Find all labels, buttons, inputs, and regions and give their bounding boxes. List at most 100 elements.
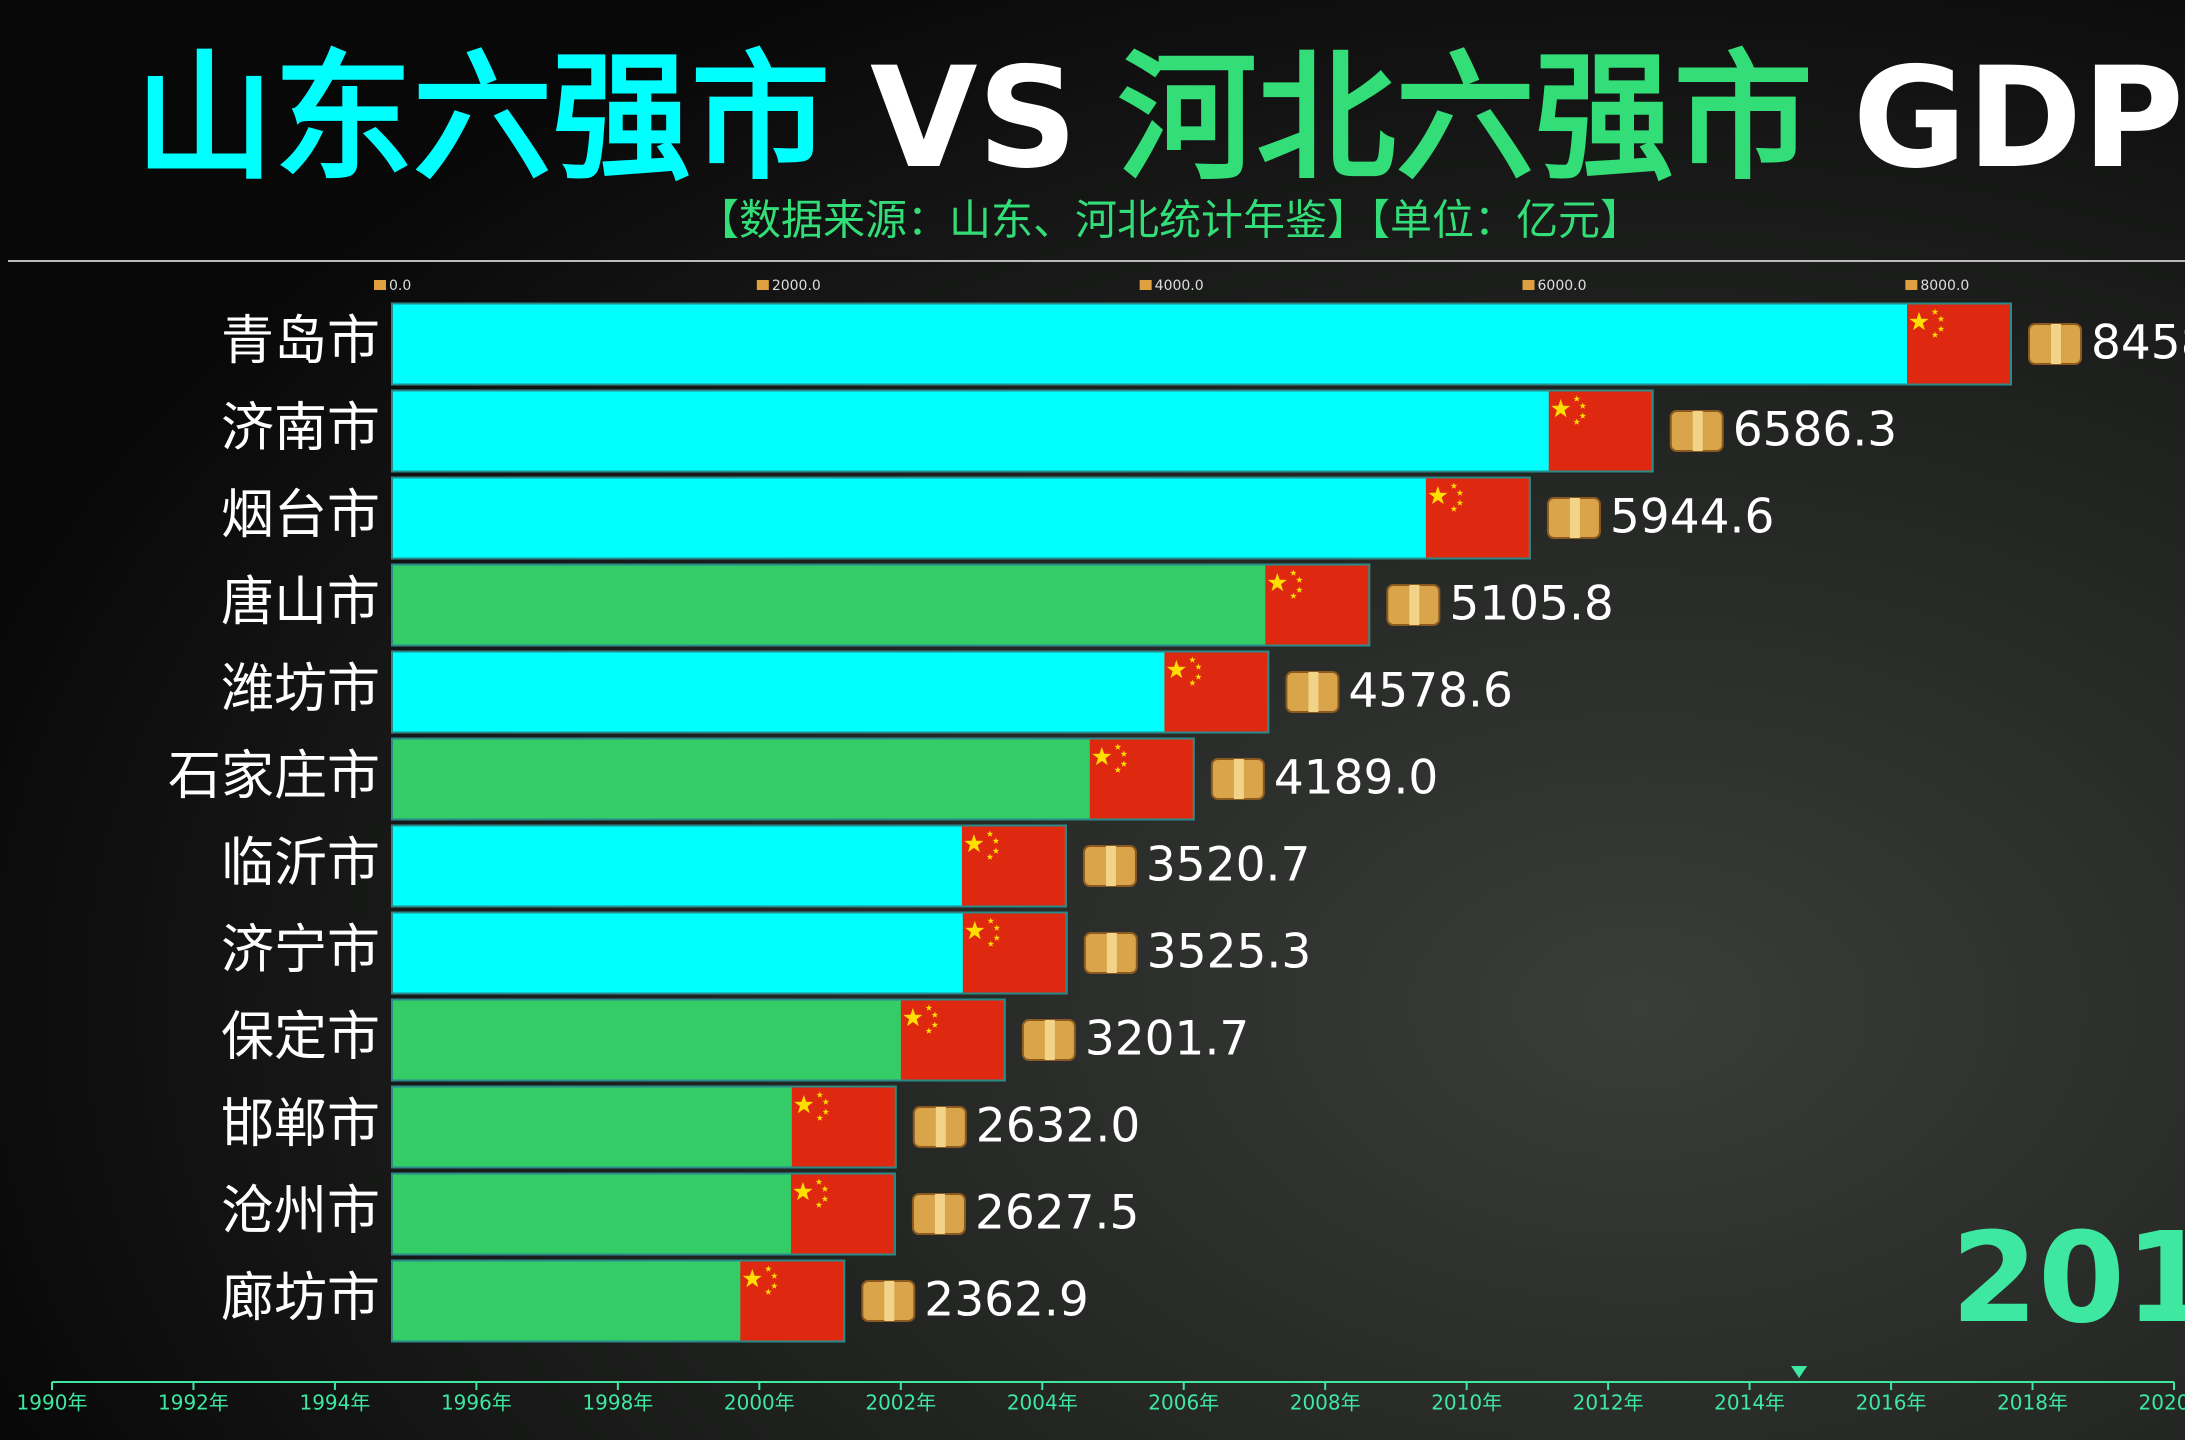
flag-star xyxy=(771,1272,778,1279)
flag-star xyxy=(815,1178,823,1185)
timeline-label: 2004年 xyxy=(1007,1391,1078,1415)
y-tick-label: 唐山市 xyxy=(221,572,380,633)
flag-star xyxy=(1456,489,1464,496)
flag-star xyxy=(987,917,995,924)
flag-star xyxy=(1573,395,1581,402)
flag-star xyxy=(992,837,1000,844)
flag-star xyxy=(816,1114,824,1121)
timeline-label: 2010年 xyxy=(1431,1391,1502,1415)
flag-star xyxy=(965,921,985,940)
bar xyxy=(391,911,1068,995)
flag-star xyxy=(794,1095,814,1114)
tick-icon xyxy=(1522,280,1535,290)
flag-star xyxy=(1937,315,1945,322)
value-label: 8458 xyxy=(2091,316,2185,371)
flag-star xyxy=(986,830,994,837)
x-tick-label: 8000.0 xyxy=(1920,278,1969,294)
flag-star xyxy=(765,1265,772,1272)
timeline-label: 2008年 xyxy=(1290,1391,1361,1415)
flag-star xyxy=(1931,308,1939,315)
bar xyxy=(391,476,1531,560)
flag-star xyxy=(771,1282,778,1289)
flag-star xyxy=(1579,402,1587,409)
timeline-label: 2006年 xyxy=(1148,1391,1219,1415)
x-tick-label: 0.0 xyxy=(389,278,411,294)
value-label: 3201.7 xyxy=(1085,1012,1249,1067)
y-tick-label: 潍坊市 xyxy=(221,659,380,720)
flag-star xyxy=(1909,312,1929,331)
flag-star xyxy=(987,940,995,947)
flag-star xyxy=(821,1195,829,1202)
money-icon-band xyxy=(1233,759,1244,799)
flag-star xyxy=(1267,573,1287,592)
flag-star xyxy=(964,834,984,853)
title-part: 河北六强市 xyxy=(1118,37,1813,199)
flag-star xyxy=(1189,656,1196,663)
flag-star xyxy=(1931,331,1939,338)
tick-icon xyxy=(1905,280,1918,290)
bar xyxy=(391,563,1371,647)
flag-star xyxy=(986,853,994,860)
flag xyxy=(740,1261,844,1341)
timeline-label: 1994年 xyxy=(299,1391,370,1415)
money-icon-band xyxy=(1692,411,1703,451)
flag xyxy=(1548,391,1652,471)
flag-star xyxy=(993,934,1001,941)
tick-icon xyxy=(1139,280,1152,290)
timeline-label: 1996年 xyxy=(441,1391,512,1415)
flag-star xyxy=(1290,569,1297,576)
flag-star xyxy=(821,1185,829,1192)
bar xyxy=(391,302,2013,386)
flag-star xyxy=(925,1004,933,1011)
money-icon-band xyxy=(934,1194,945,1234)
flag xyxy=(1089,739,1193,819)
value-label: 6586.3 xyxy=(1733,403,1897,458)
flag-star xyxy=(1290,592,1297,599)
y-tick-label: 济宁市 xyxy=(221,920,380,981)
flag xyxy=(1907,304,2011,384)
money-icon-band xyxy=(935,1107,946,1147)
y-tick-label: 邯郸市 xyxy=(221,1094,380,1155)
flag xyxy=(1425,478,1529,558)
x-tick-label: 4000.0 xyxy=(1155,278,1204,294)
flag-star xyxy=(1092,747,1112,766)
y-tick-label: 保定市 xyxy=(221,1007,380,1068)
subtitle: 【数据来源：山东、河北统计年鉴】【单位：亿元】 xyxy=(697,196,1642,245)
money-icon-band xyxy=(1569,498,1580,538)
flag-star xyxy=(793,1182,813,1201)
flag xyxy=(962,913,1066,993)
flag-star xyxy=(925,1027,933,1034)
timeline-label: 2018年 xyxy=(1997,1391,2068,1415)
flag-star xyxy=(1450,482,1458,489)
x-tick-label: 2000.0 xyxy=(772,278,821,294)
flag-star xyxy=(822,1098,830,1105)
y-tick-label: 烟台市 xyxy=(221,485,380,546)
flag xyxy=(791,1087,895,1167)
timeline-label: 1998年 xyxy=(582,1391,653,1415)
value-label: 2627.5 xyxy=(975,1186,1139,1241)
flag-star xyxy=(1166,660,1186,679)
title-part: 山东六强市 xyxy=(135,37,830,199)
flag-star xyxy=(1450,505,1458,512)
flag xyxy=(790,1174,894,1254)
flag-star xyxy=(1296,576,1303,583)
flag xyxy=(961,826,1065,906)
money-icon-band xyxy=(1044,1020,1055,1060)
flag-star xyxy=(822,1108,830,1115)
y-tick-label: 临沂市 xyxy=(221,833,380,894)
flag-star xyxy=(1296,586,1303,593)
y-tick-label: 石家庄市 xyxy=(168,746,380,807)
money-icon-band xyxy=(1409,585,1420,625)
flag-star xyxy=(1195,663,1202,670)
tick-icon xyxy=(756,280,769,290)
money-icon-band xyxy=(1308,672,1319,712)
flag-star xyxy=(1114,766,1122,773)
value-label: 5944.6 xyxy=(1610,490,1774,545)
timeline-label: 2016年 xyxy=(1856,1391,1927,1415)
flag-star xyxy=(816,1091,824,1098)
bar xyxy=(391,824,1067,908)
title-part: GDP对 xyxy=(1853,37,2185,199)
timeline-label: 1990年 xyxy=(17,1391,88,1415)
flag xyxy=(900,1000,1004,1080)
value-label: 3520.7 xyxy=(1146,838,1310,893)
